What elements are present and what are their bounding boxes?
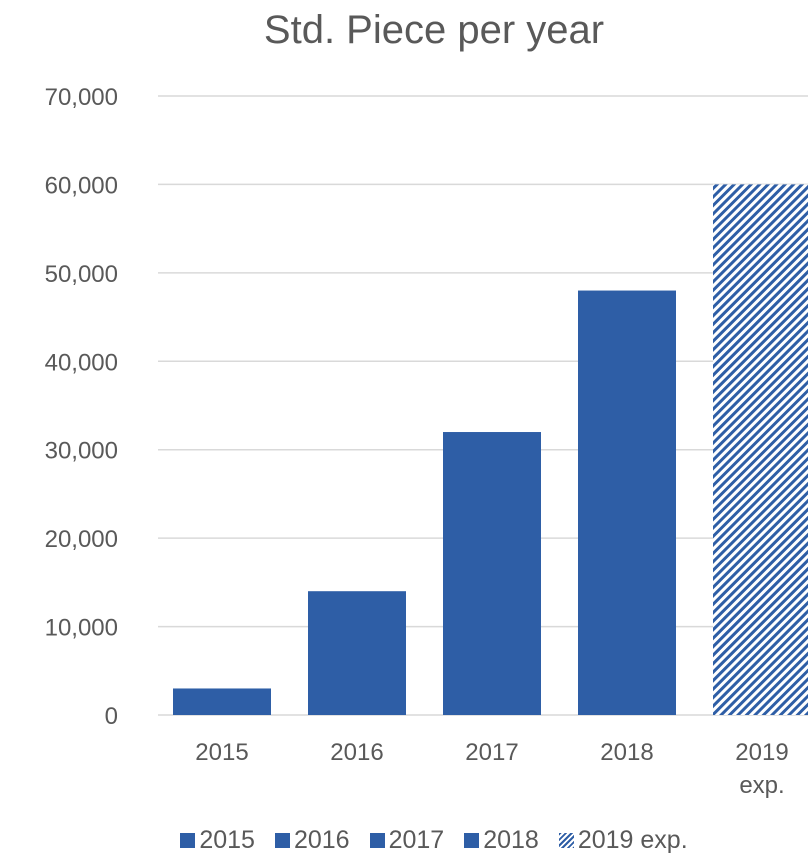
y-tick-label: 0	[105, 703, 118, 730]
legend-swatch	[558, 833, 574, 848]
x-axis-ticks: 2015 2016 2017 2018 2019 exp.	[195, 739, 788, 799]
legend: 2015 2016 2017 2018 2019 exp.	[0, 826, 808, 855]
y-tick-label: 40,000	[45, 349, 118, 376]
x-tick-label: 2018	[600, 739, 653, 766]
bar-2017	[443, 432, 541, 715]
y-tick-label: 50,000	[45, 261, 118, 288]
x-tick-label: 2019 exp.	[735, 739, 788, 799]
bar-2015	[173, 688, 271, 715]
legend-item: 2018	[464, 826, 539, 855]
legend-label: 2016	[293, 826, 350, 854]
y-axis-ticks: 0 10,000 20,000 30,000 40,000 50,000 60,000 70,…	[45, 84, 118, 730]
y-tick-label: 20,000	[45, 526, 118, 553]
bar-2018	[578, 290, 676, 715]
legend-label: 2019 exp.	[577, 826, 688, 854]
y-tick-label: 10,000	[45, 615, 118, 642]
bar-2016	[308, 591, 406, 715]
legend-swatch	[369, 833, 385, 848]
legend-item: 2019 exp.	[558, 826, 688, 855]
x-tick-label: 2017	[465, 739, 518, 766]
legend-label: 2015	[199, 826, 255, 854]
legend-swatch	[274, 833, 290, 848]
legend-label: 2017	[388, 826, 445, 854]
x-tick-label: 2016	[330, 739, 383, 766]
y-tick-label: 70,000	[45, 84, 118, 111]
legend-item: 2017	[369, 826, 445, 855]
legend-label: 2018	[483, 826, 539, 854]
y-tick-label: 30,000	[45, 438, 118, 465]
chart-title: Std. Piece per year	[263, 8, 605, 52]
legend-item: 2016	[274, 826, 350, 855]
x-tick-label: 2015	[195, 739, 248, 766]
legend-swatch	[464, 833, 480, 848]
bars	[173, 184, 808, 715]
legend-swatch	[180, 833, 196, 848]
legend-item: 2015	[180, 826, 255, 855]
y-tick-label: 60,000	[45, 172, 118, 199]
bar-2019-exp	[713, 184, 808, 715]
